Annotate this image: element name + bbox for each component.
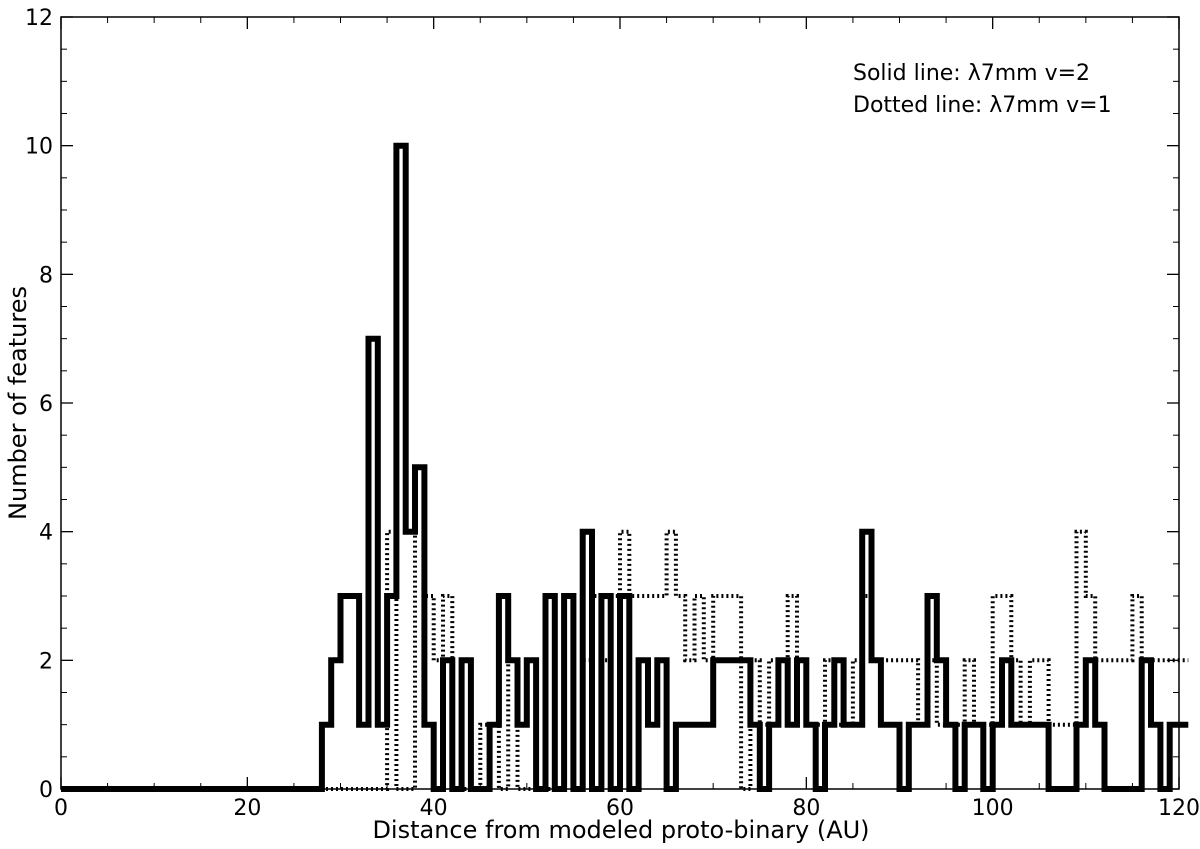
y-tick-label: 6 [39, 392, 53, 417]
y-tick-label: 2 [39, 649, 53, 674]
x-tick-label: 100 [972, 796, 1014, 821]
series-line-v2-solid [61, 142, 1189, 792]
x-tick-label: 40 [420, 796, 448, 821]
y-tick-label: 0 [39, 778, 53, 803]
y-tick-label: 4 [39, 521, 53, 546]
x-axis-label: Distance from modeled proto-binary (AU) [372, 816, 869, 844]
x-tick-label: 20 [233, 796, 261, 821]
y-tick-label: 10 [25, 135, 53, 160]
legend-entry-solid: Solid line: λ7mm v=2 [853, 61, 1090, 86]
ticks-layer: 0 20 40 60 80 100 120 0 2 4 6 8 10 12 [25, 6, 1200, 821]
y-axis-label: Number of features [4, 286, 32, 520]
x-tick-label: 120 [1158, 796, 1200, 821]
x-tick-label: 60 [606, 796, 634, 821]
x-tick-label: 0 [54, 796, 68, 821]
legend-entry-dotted: Dotted line: λ7mm v=1 [853, 93, 1112, 118]
x-tick-label: 80 [792, 796, 820, 821]
y-tick-label: 8 [39, 263, 53, 288]
series-line-v1-dotted [61, 465, 1189, 791]
series-layer [61, 142, 1189, 792]
legend: Solid line: λ7mm v=2 Dotted line: λ7mm v… [853, 61, 1112, 118]
y-tick-label: 12 [25, 6, 53, 31]
